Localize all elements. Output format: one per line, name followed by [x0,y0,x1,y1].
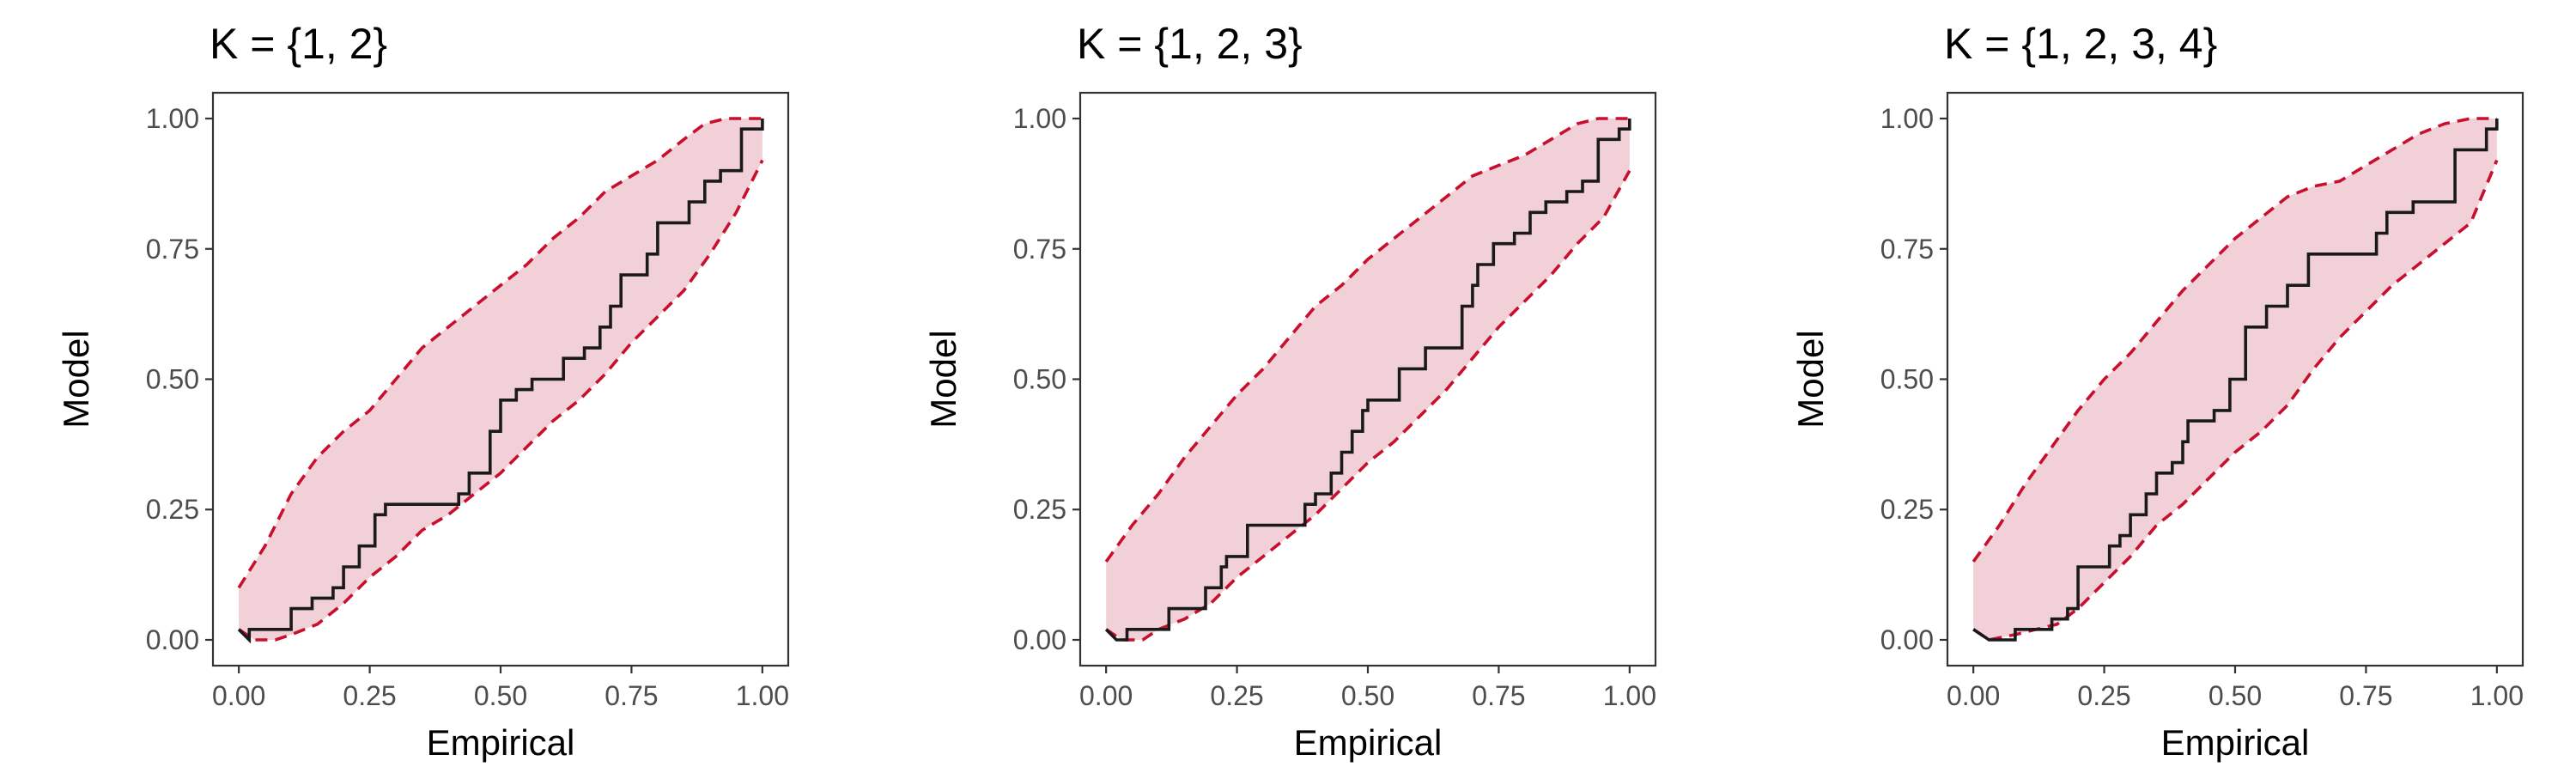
x-tick-label: 1.00 [1603,680,1656,711]
x-tick-label: 0.25 [2077,680,2130,711]
empirical-step-line [237,119,764,644]
y-tick-label: 0.25 [146,494,199,525]
y-tick-label: 1.00 [1880,103,1934,134]
x-tick-label: 1.00 [2470,680,2524,711]
x-axis-label: Empirical [427,722,575,763]
y-tick-label: 0.75 [146,234,199,265]
x-tick-label: 0.50 [2208,680,2262,711]
y-axis-label: Model [1790,330,1831,428]
x-tick-label: 0.00 [1079,680,1133,711]
x-tick-label: 0.75 [605,680,658,711]
band-lower-line [1105,169,1631,642]
x-axis-label: Empirical [2161,722,2310,763]
band-lower-line [1972,159,2499,642]
x-tick-label: 0.25 [1210,680,1263,711]
y-tick-label: 0.50 [1013,364,1066,395]
chart-panel-3: K = {1, 2, 3, 4} 0.00 0.25 0.50 0.75 1.00 0.00… [1790,20,2524,763]
y-tick-label: 0.75 [1013,234,1066,265]
y-tick-label: 1.00 [146,103,199,134]
band-upper-line [237,117,762,589]
chart-title: K = {1, 2, 3} [1077,20,1303,68]
x-axis-label: Empirical [1294,722,1443,763]
y-tick-label: 0.00 [146,624,199,655]
x-tick-label: 0.50 [474,680,527,711]
y-tick-label: 1.00 [1013,103,1066,134]
chart-title: K = {1, 2} [210,20,387,68]
chart-panel-2: K = {1, 2, 3} 0.00 0.25 0.50 0.75 1.00 0.00 0.2… [923,20,1657,763]
y-tick-label: 0.00 [1013,624,1066,655]
band-upper-line [1104,117,1630,563]
y-tick-label: 0.50 [146,364,199,395]
confidence-band [239,119,762,640]
x-tick-label: 0.25 [343,680,396,711]
y-tick-label: 0.25 [1013,494,1066,525]
confidence-band [1106,119,1630,640]
x-tick-label: 0.50 [1341,680,1394,711]
empirical-step-line [1972,119,2499,642]
x-tick-label: 0.00 [212,680,265,711]
band-upper-line [1971,117,2497,563]
x-tick-label: 1.00 [736,680,789,711]
chart-panel-1: K = {1, 2} 0.00 0.25 0.50 0.75 1.00 0.00 0.25 0.… [56,20,790,763]
y-tick-label: 0.00 [1880,624,1934,655]
x-tick-label: 0.75 [1472,680,1525,711]
band-lower-line [238,159,764,642]
y-tick-label: 0.75 [1880,234,1934,265]
x-tick-label: 0.00 [1947,680,2000,711]
y-axis-label: Model [56,330,96,428]
chart-title: K = {1, 2, 3, 4} [1944,20,2217,68]
x-tick-label: 0.75 [2339,680,2392,711]
y-axis-label: Model [923,330,963,428]
y-tick-label: 0.25 [1880,494,1934,525]
y-tick-label: 0.50 [1880,364,1934,395]
empirical-step-line [1104,119,1631,642]
